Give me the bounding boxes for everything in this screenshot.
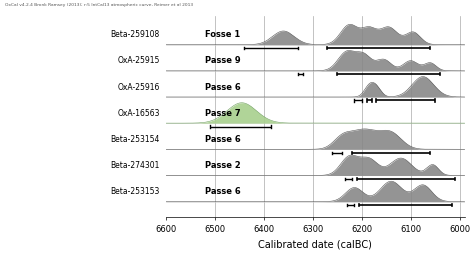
Text: OxA-25916: OxA-25916	[118, 82, 160, 91]
Text: Passe 6: Passe 6	[205, 82, 240, 91]
Text: Fosse 1: Fosse 1	[205, 30, 240, 39]
Text: Beta-253153: Beta-253153	[110, 187, 160, 196]
Text: OxA-16563: OxA-16563	[118, 109, 160, 118]
Text: Passe 6: Passe 6	[205, 187, 240, 196]
Text: Beta-259108: Beta-259108	[110, 30, 160, 39]
Text: Passe 9: Passe 9	[205, 56, 240, 65]
X-axis label: Calibrated date (calBC): Calibrated date (calBC)	[258, 240, 372, 249]
Text: Passe 7: Passe 7	[205, 109, 240, 118]
Text: Passe 6: Passe 6	[205, 135, 240, 144]
Text: Beta-253154: Beta-253154	[110, 135, 160, 144]
Text: Beta-274301: Beta-274301	[110, 161, 160, 170]
Text: OxCal v4.2.4 Bronk Ramsey (2013); r:5 IntCal13 atmospheric curve, Reimer et al 2: OxCal v4.2.4 Bronk Ramsey (2013); r:5 In…	[5, 3, 193, 7]
Text: Passe 2: Passe 2	[205, 161, 240, 170]
Text: OxA-25915: OxA-25915	[118, 56, 160, 65]
